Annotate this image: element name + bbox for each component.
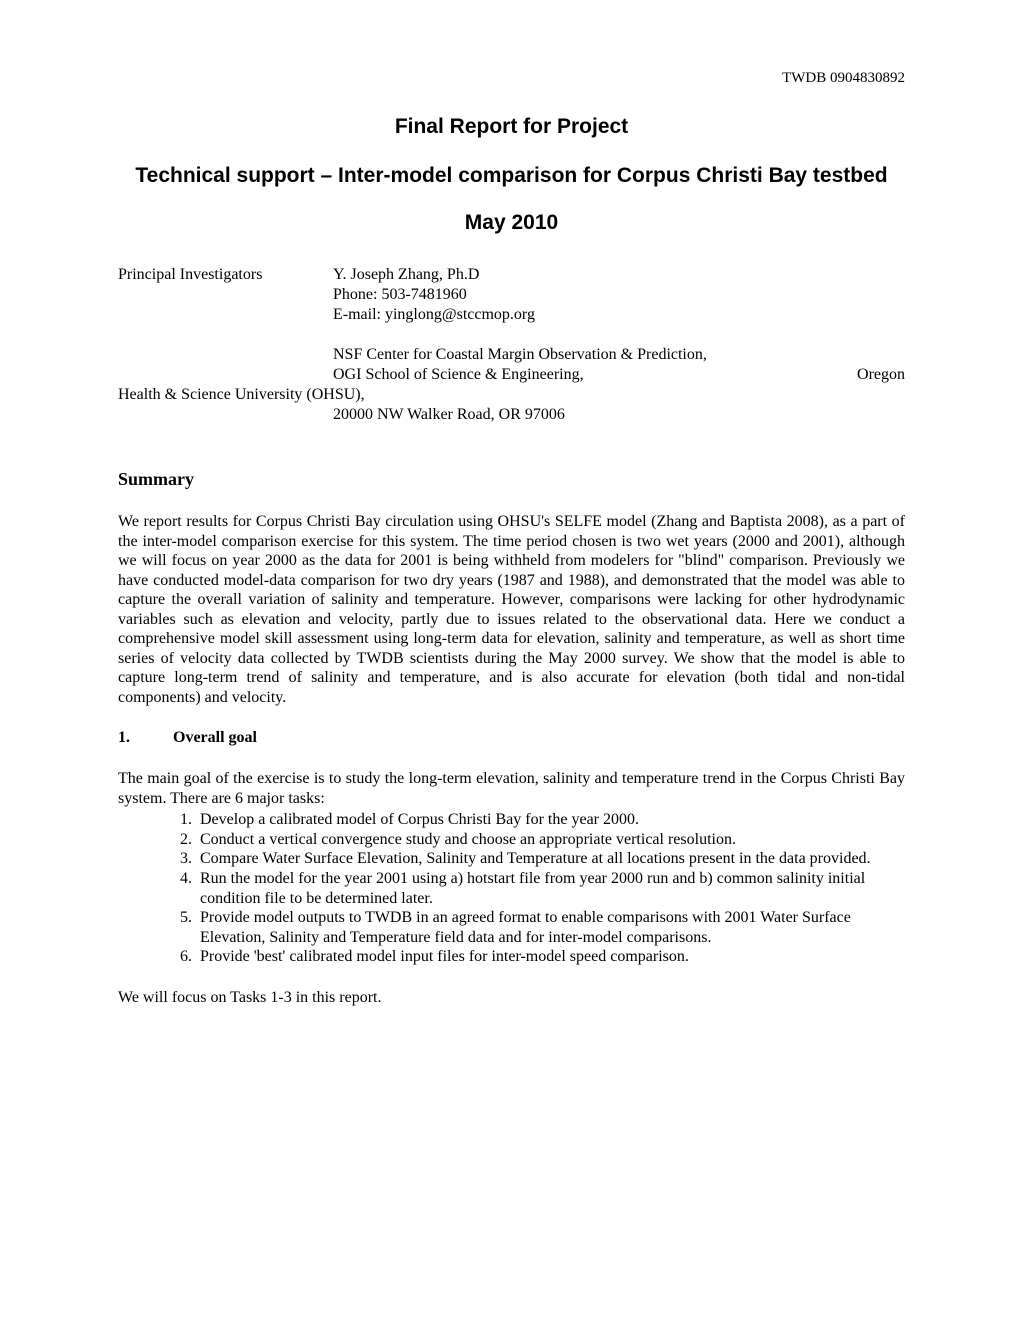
section-number: 1. (118, 729, 173, 747)
document-code: TWDB 0904830892 (118, 70, 905, 87)
pi-label: Principal Investigators (118, 265, 333, 285)
task-item: Develop a calibrated model of Corpus Chr… (196, 810, 905, 830)
section-1-closing: We will focus on Tasks 1-3 in this repor… (118, 989, 905, 1007)
main-title: Final Report for Project (118, 115, 905, 139)
summary-body: We report results for Corpus Christi Bay… (118, 512, 905, 707)
tasks-list: Develop a calibrated model of Corpus Chr… (158, 810, 905, 966)
document-page: TWDB 0904830892 Final Report for Project… (0, 0, 1020, 1067)
pi-phone: Phone: 503-7481960 (333, 285, 905, 305)
section-1-heading: 1.Overall goal (118, 729, 905, 747)
task-item: Run the model for the year 2001 using a)… (196, 869, 905, 908)
pi-name: Y. Joseph Zhang, Ph.D (333, 265, 905, 285)
principal-investigators-block: Principal Investigators Y. Joseph Zhang,… (118, 265, 905, 325)
task-item: Compare Water Surface Elevation, Salinit… (196, 849, 905, 869)
section-1-intro: The main goal of the exercise is to stud… (118, 769, 905, 808)
affiliation-school: OGI School of Science & Engineering, (333, 365, 857, 385)
affiliation-address: 20000 NW Walker Road, OR 97006 (333, 405, 905, 425)
pi-email: E-mail: yinglong@stccmop.org (333, 305, 905, 325)
task-item: Provide model outputs to TWDB in an agre… (196, 908, 905, 947)
report-date: May 2010 (118, 211, 905, 235)
task-item: Provide 'best' calibrated model input fi… (196, 947, 905, 967)
task-item: Conduct a vertical convergence study and… (196, 830, 905, 850)
subtitle: Technical support – Inter-model comparis… (118, 163, 905, 189)
affiliation-university: Health & Science University (OHSU), (118, 385, 905, 405)
affiliation-center: NSF Center for Coastal Margin Observatio… (333, 345, 905, 365)
affiliation-block: NSF Center for Coastal Margin Observatio… (118, 345, 905, 425)
summary-heading: Summary (118, 469, 905, 490)
section-title: Overall goal (173, 729, 257, 746)
affiliation-state: Oregon (857, 365, 905, 385)
